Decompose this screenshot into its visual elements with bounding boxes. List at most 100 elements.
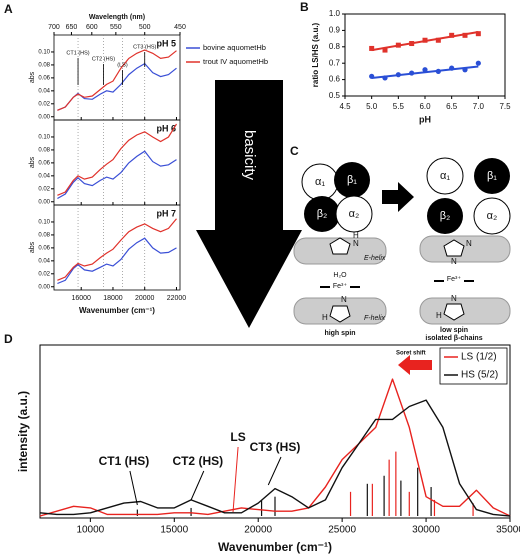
imidazole xyxy=(329,305,351,323)
subunit xyxy=(335,195,373,233)
water-label: H₂O xyxy=(333,272,347,279)
spectrum-line xyxy=(57,237,177,285)
annotation-pointer xyxy=(232,446,239,513)
point xyxy=(435,68,441,74)
x2-tick-label: 700 xyxy=(48,24,60,31)
y-tick-label: 0.02 xyxy=(38,186,50,192)
atom: H xyxy=(322,313,328,322)
subunit-label: β₂ xyxy=(317,208,328,220)
panel-title: pH 6 xyxy=(156,123,176,133)
point xyxy=(395,42,401,48)
annotation: CT1 (HS) xyxy=(99,454,150,468)
y-tick-label: 0.10 xyxy=(38,220,50,226)
subunit xyxy=(304,196,340,232)
y-tick-label: 0.06 xyxy=(38,245,50,251)
subunit-label: α₂ xyxy=(349,208,360,220)
spectrum-line xyxy=(57,62,177,111)
annotation: CT3 (HS) xyxy=(250,440,301,454)
y-tick-label: 0.00 xyxy=(38,199,50,205)
y-tick-label: 0.00 xyxy=(38,284,50,290)
spectrum-line xyxy=(57,49,177,111)
iron-label: Fe³⁺ xyxy=(447,276,462,283)
x-tick-label: 16000 xyxy=(71,295,91,302)
annotation-pointer xyxy=(190,470,205,501)
imidazole xyxy=(443,303,465,321)
annotation: CT3 (HS) xyxy=(133,44,156,50)
x-tick-label: 18000 xyxy=(103,295,123,302)
point xyxy=(449,32,455,38)
point xyxy=(475,31,481,37)
subunit-label: α₁ xyxy=(315,176,325,188)
x-tick-label: 5.5 xyxy=(393,102,405,111)
atom: N xyxy=(451,257,457,266)
point xyxy=(409,41,415,47)
subunit-label: α₁ xyxy=(440,170,450,182)
x-axis-title: pH xyxy=(419,114,431,124)
helix xyxy=(419,297,511,325)
y-tick-label: 0.08 xyxy=(38,147,50,153)
x-tick-label: 7.0 xyxy=(473,102,485,111)
annotation: CT2 (HS) xyxy=(92,56,115,62)
y-axis-title: intensity (a.u.) xyxy=(16,391,30,472)
x-tick-label: 6.0 xyxy=(419,102,431,111)
atom: N xyxy=(466,239,472,248)
helix xyxy=(419,235,511,263)
iron-label: Fe³⁺ xyxy=(333,283,348,290)
y-tick-label: 0.00 xyxy=(38,114,50,120)
legend-label: HS (5/2) xyxy=(461,370,498,381)
y-axis-title: abs xyxy=(29,71,36,83)
y-tick-label: 0.02 xyxy=(38,271,50,277)
x-axis-title: Wavenumber (cm⁻¹) xyxy=(218,540,332,554)
helix-label: F-helix xyxy=(364,315,386,322)
x2-tick-label: 450 xyxy=(174,24,186,31)
y-tick-label: 0.04 xyxy=(38,173,50,179)
annotation-pointer xyxy=(129,470,138,506)
annotation: Soret shift xyxy=(396,351,426,357)
point xyxy=(462,67,468,73)
transition-arrow xyxy=(382,182,414,212)
diagram: C α₁ β₁ β₂ α₂ α₁ β₁ β₂ α₂ N H N H N N N … xyxy=(290,144,511,342)
x2-tick-label: 500 xyxy=(139,24,151,31)
point xyxy=(395,72,401,78)
legend-box xyxy=(439,347,508,385)
y-tick-label: 0.8 xyxy=(329,42,341,51)
y-tick-label: 0.08 xyxy=(38,232,50,238)
state-label: low spin xyxy=(440,327,468,334)
y-tick-label: 1.0 xyxy=(329,9,341,18)
subunit-label: β₁ xyxy=(487,170,497,182)
x-tick-label: 6.5 xyxy=(446,102,458,111)
plot-frame xyxy=(39,344,511,519)
subunit xyxy=(473,197,511,235)
spectrum-line xyxy=(39,399,511,517)
x-tick-label: 20000 xyxy=(244,525,272,536)
soret-arrow xyxy=(398,355,432,375)
x2-axis-title: Wavelength (nm) xyxy=(89,14,145,21)
y-tick-label: 0.06 xyxy=(38,160,50,166)
panel-label: C xyxy=(290,144,299,158)
atom: H xyxy=(436,311,442,320)
annotation: CT1 (HS) xyxy=(66,50,89,56)
state-label: isolated β-chains xyxy=(425,335,482,342)
basicity-arrow xyxy=(196,80,302,328)
atom: H xyxy=(353,231,359,240)
x-tick-label: 30000 xyxy=(412,525,440,536)
y-tick-label: 0.10 xyxy=(38,50,50,56)
x-tick-label: 25000 xyxy=(328,525,356,536)
point xyxy=(422,67,428,73)
annotation-pointer xyxy=(267,456,282,486)
y-tick-label: 0.6 xyxy=(329,75,341,84)
y-tick-label: 0.08 xyxy=(38,62,50,68)
y-axis-title: abs xyxy=(29,241,36,253)
y-tick-label: 0.9 xyxy=(329,26,341,35)
y-tick-label: 0.06 xyxy=(38,75,50,81)
y-tick-label: 0.04 xyxy=(38,88,50,94)
imidazole xyxy=(329,237,351,255)
point xyxy=(422,37,428,43)
legend-label: trout IV aquometHb xyxy=(203,57,268,66)
point xyxy=(409,70,415,76)
subunit-label: α₂ xyxy=(487,210,498,222)
annotation: (LS) xyxy=(117,62,128,68)
panel-label: D xyxy=(4,332,13,346)
atom: N xyxy=(451,294,457,303)
